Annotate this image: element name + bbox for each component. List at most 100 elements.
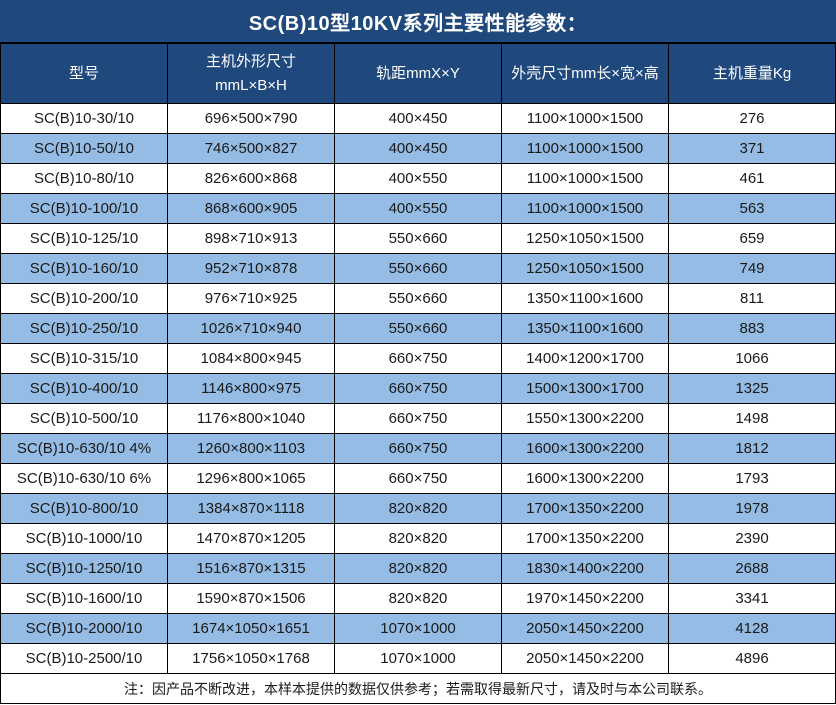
column-header-model: 型号 — [1, 44, 168, 104]
cell-main-dimensions: 976×710×925 — [168, 284, 335, 314]
cell-main-dimensions: 746×500×827 — [168, 134, 335, 164]
cell-weight: 1812 — [669, 434, 836, 464]
cell-model: SC(B)10-630/10 6% — [1, 464, 168, 494]
cell-main-dimensions: 1384×870×1118 — [168, 494, 335, 524]
table-row: SC(B)10-2500/10 1756×1050×1768 1070×1000… — [1, 644, 836, 674]
cell-weight: 371 — [669, 134, 836, 164]
cell-model: SC(B)10-250/10 — [1, 314, 168, 344]
cell-shell-dimensions: 1600×1300×2200 — [502, 434, 669, 464]
table-footer: 注：因产品不断改进，本样本提供的数据仅供参考；若需取得最新尺寸，请及时与本公司联… — [1, 674, 836, 704]
cell-weight: 659 — [669, 224, 836, 254]
cell-main-dimensions: 1516×870×1315 — [168, 554, 335, 584]
cell-weight: 749 — [669, 254, 836, 284]
table-row: SC(B)10-2000/10 1674×1050×1651 1070×1000… — [1, 614, 836, 644]
spec-sheet-page: SC(B)10型10KV系列主要性能参数： 型号 主机外形尺寸 mmL×B×H … — [0, 0, 836, 705]
cell-model: SC(B)10-50/10 — [1, 134, 168, 164]
cell-shell-dimensions: 1100×1000×1500 — [502, 104, 669, 134]
cell-weight: 1498 — [669, 404, 836, 434]
column-header-rail-gauge: 轨距mmX×Y — [335, 44, 502, 104]
cell-rail-gauge: 820×820 — [335, 554, 502, 584]
header-row: 型号 主机外形尺寸 mmL×B×H 轨距mmX×Y 外壳尺寸mm长×宽×高 主机… — [1, 44, 836, 104]
cell-main-dimensions: 868×600×905 — [168, 194, 335, 224]
column-header-weight: 主机重量Kg — [669, 44, 836, 104]
table-row: SC(B)10-30/10 696×500×790 400×450 1100×1… — [1, 104, 836, 134]
cell-shell-dimensions: 1100×1000×1500 — [502, 164, 669, 194]
cell-main-dimensions: 1026×710×940 — [168, 314, 335, 344]
cell-shell-dimensions: 1970×1450×2200 — [502, 584, 669, 614]
cell-shell-dimensions: 1700×1350×2200 — [502, 524, 669, 554]
cell-rail-gauge: 550×660 — [335, 224, 502, 254]
cell-main-dimensions: 1296×800×1065 — [168, 464, 335, 494]
column-header-shell-dimensions: 外壳尺寸mm长×宽×高 — [502, 44, 669, 104]
table-row: SC(B)10-250/10 1026×710×940 550×660 1350… — [1, 314, 836, 344]
cell-main-dimensions: 898×710×913 — [168, 224, 335, 254]
table-body: SC(B)10-30/10 696×500×790 400×450 1100×1… — [1, 104, 836, 674]
table-row: SC(B)10-125/10 898×710×913 550×660 1250×… — [1, 224, 836, 254]
cell-shell-dimensions: 1500×1300×1700 — [502, 374, 669, 404]
cell-weight: 4896 — [669, 644, 836, 674]
cell-main-dimensions: 1590×870×1506 — [168, 584, 335, 614]
cell-rail-gauge: 550×660 — [335, 284, 502, 314]
table-header: 型号 主机外形尺寸 mmL×B×H 轨距mmX×Y 外壳尺寸mm长×宽×高 主机… — [1, 44, 836, 104]
cell-weight: 883 — [669, 314, 836, 344]
cell-main-dimensions: 696×500×790 — [168, 104, 335, 134]
table-row: SC(B)10-200/10 976×710×925 550×660 1350×… — [1, 284, 836, 314]
table-row: SC(B)10-315/10 1084×800×945 660×750 1400… — [1, 344, 836, 374]
cell-shell-dimensions: 1400×1200×1700 — [502, 344, 669, 374]
table-row: SC(B)10-1000/10 1470×870×1205 820×820 17… — [1, 524, 836, 554]
cell-weight: 1066 — [669, 344, 836, 374]
spec-table: 型号 主机外形尺寸 mmL×B×H 轨距mmX×Y 外壳尺寸mm长×宽×高 主机… — [0, 43, 836, 704]
cell-main-dimensions: 1674×1050×1651 — [168, 614, 335, 644]
table-row: SC(B)10-50/10 746×500×827 400×450 1100×1… — [1, 134, 836, 164]
cell-main-dimensions: 1176×800×1040 — [168, 404, 335, 434]
cell-model: SC(B)10-80/10 — [1, 164, 168, 194]
cell-model: SC(B)10-200/10 — [1, 284, 168, 314]
cell-model: SC(B)10-125/10 — [1, 224, 168, 254]
cell-model: SC(B)10-315/10 — [1, 344, 168, 374]
cell-weight: 276 — [669, 104, 836, 134]
cell-rail-gauge: 400×450 — [335, 134, 502, 164]
cell-model: SC(B)10-2500/10 — [1, 644, 168, 674]
cell-model: SC(B)10-1000/10 — [1, 524, 168, 554]
cell-main-dimensions: 1470×870×1205 — [168, 524, 335, 554]
table-row: SC(B)10-1600/10 1590×870×1506 820×820 19… — [1, 584, 836, 614]
cell-rail-gauge: 400×550 — [335, 164, 502, 194]
cell-shell-dimensions: 1100×1000×1500 — [502, 194, 669, 224]
cell-weight: 2688 — [669, 554, 836, 584]
cell-shell-dimensions: 1350×1100×1600 — [502, 314, 669, 344]
cell-main-dimensions: 1260×800×1103 — [168, 434, 335, 464]
cell-shell-dimensions: 1700×1350×2200 — [502, 494, 669, 524]
cell-main-dimensions: 1146×800×975 — [168, 374, 335, 404]
cell-weight: 1325 — [669, 374, 836, 404]
table-row: SC(B)10-100/10 868×600×905 400×550 1100×… — [1, 194, 836, 224]
cell-rail-gauge: 660×750 — [335, 344, 502, 374]
cell-model: SC(B)10-800/10 — [1, 494, 168, 524]
cell-weight: 1978 — [669, 494, 836, 524]
cell-weight: 4128 — [669, 614, 836, 644]
column-header-main-dimensions: 主机外形尺寸 mmL×B×H — [168, 44, 335, 104]
cell-weight: 1793 — [669, 464, 836, 494]
cell-shell-dimensions: 2050×1450×2200 — [502, 644, 669, 674]
cell-model: SC(B)10-1250/10 — [1, 554, 168, 584]
cell-rail-gauge: 550×660 — [335, 254, 502, 284]
cell-rail-gauge: 400×550 — [335, 194, 502, 224]
cell-weight: 2390 — [669, 524, 836, 554]
cell-model: SC(B)10-500/10 — [1, 404, 168, 434]
cell-shell-dimensions: 1350×1100×1600 — [502, 284, 669, 314]
table-row: SC(B)10-400/10 1146×800×975 660×750 1500… — [1, 374, 836, 404]
cell-rail-gauge: 820×820 — [335, 584, 502, 614]
cell-shell-dimensions: 1250×1050×1500 — [502, 224, 669, 254]
cell-weight: 461 — [669, 164, 836, 194]
cell-shell-dimensions: 1100×1000×1500 — [502, 134, 669, 164]
cell-model: SC(B)10-30/10 — [1, 104, 168, 134]
cell-weight: 3341 — [669, 584, 836, 614]
table-row: SC(B)10-500/10 1176×800×1040 660×750 155… — [1, 404, 836, 434]
cell-shell-dimensions: 1830×1400×2200 — [502, 554, 669, 584]
cell-rail-gauge: 660×750 — [335, 374, 502, 404]
cell-model: SC(B)10-630/10 4% — [1, 434, 168, 464]
table-row: SC(B)10-80/10 826×600×868 400×550 1100×1… — [1, 164, 836, 194]
cell-model: SC(B)10-1600/10 — [1, 584, 168, 614]
table-row: SC(B)10-800/10 1384×870×1118 820×820 170… — [1, 494, 836, 524]
cell-model: SC(B)10-160/10 — [1, 254, 168, 284]
cell-rail-gauge: 660×750 — [335, 404, 502, 434]
